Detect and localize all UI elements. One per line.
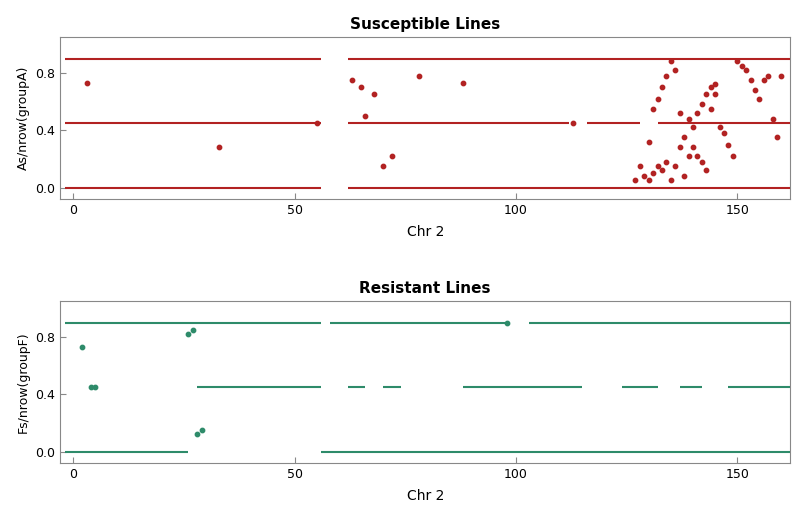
Point (664, 57, 677, 66)
Point (726, 152, 739, 160)
Point (700, 166, 713, 175)
Point (457, 79, 470, 87)
Point (682, 114, 695, 123)
Point (757, 76, 770, 84)
Y-axis label: As/nrow(groupA): As/nrow(groupA) (17, 66, 30, 170)
Point (500, 319, 513, 327)
Point (731, 57, 744, 66)
Point (386, 152, 399, 160)
Point (638, 172, 650, 180)
Point (709, 90, 721, 98)
Y-axis label: Fs/nrow(groupF): Fs/nrow(groupF) (17, 331, 30, 433)
Point (696, 100, 709, 109)
Point (687, 123, 700, 132)
Point (673, 143, 686, 151)
Point (700, 90, 713, 98)
Point (567, 119, 580, 127)
Point (735, 61, 748, 70)
Point (753, 95, 766, 103)
Point (377, 162, 390, 170)
Point (678, 172, 691, 180)
Point (762, 72, 775, 80)
Point (696, 158, 709, 166)
Point (709, 80, 721, 88)
Point (660, 158, 673, 166)
Point (775, 72, 788, 80)
Point (682, 152, 695, 160)
Point (642, 176, 655, 185)
Point (182, 330, 194, 339)
Point (213, 143, 226, 151)
Point (664, 176, 677, 185)
Point (186, 326, 199, 334)
Point (717, 129, 730, 137)
Point (705, 105, 717, 113)
Point (651, 162, 664, 170)
Title: Resistant Lines: Resistant Lines (359, 281, 491, 296)
Title: Susceptible Lines: Susceptible Lines (350, 17, 500, 32)
Point (660, 72, 673, 80)
Point (669, 162, 682, 170)
Point (354, 83, 367, 92)
Point (691, 152, 704, 160)
Point (673, 109, 686, 117)
Point (744, 76, 757, 84)
Point (713, 123, 726, 132)
Point (629, 176, 642, 185)
Point (646, 169, 659, 177)
Point (722, 140, 735, 149)
Point (771, 133, 784, 141)
Point (669, 66, 682, 74)
Point (633, 162, 646, 170)
Point (705, 83, 717, 92)
Point (655, 83, 668, 92)
Point (687, 143, 700, 151)
Point (368, 90, 381, 98)
Point (89, 383, 102, 392)
Point (766, 114, 779, 123)
Point (345, 76, 358, 84)
Point (311, 119, 324, 127)
Point (646, 105, 659, 113)
Point (412, 72, 425, 80)
Point (691, 109, 704, 117)
Point (76, 343, 89, 351)
Point (748, 86, 761, 94)
Point (359, 112, 372, 120)
Point (678, 133, 691, 141)
Point (655, 166, 668, 175)
Point (85, 383, 98, 392)
Point (651, 95, 664, 103)
Point (740, 66, 753, 74)
Point (80, 79, 93, 87)
X-axis label: Chr 2: Chr 2 (407, 225, 444, 239)
Point (195, 426, 208, 434)
Point (190, 431, 203, 439)
Point (642, 137, 655, 146)
X-axis label: Chr 2: Chr 2 (407, 489, 444, 503)
